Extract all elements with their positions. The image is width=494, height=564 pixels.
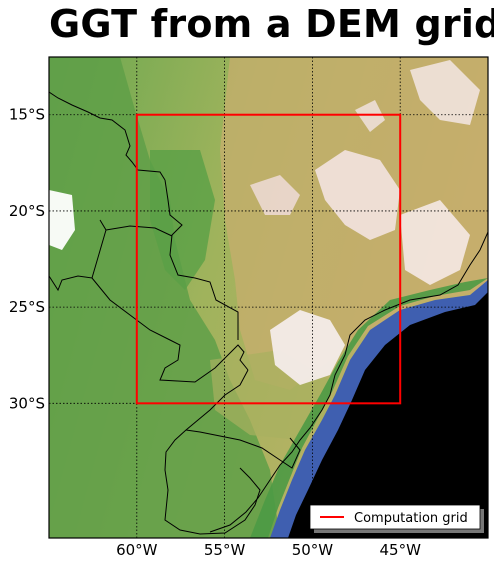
coastline <box>209 231 488 533</box>
x-tick-labels: 60°W 55°W 50°W 45°W <box>116 541 421 559</box>
highland-brazil-5 <box>410 60 480 125</box>
map-plot-area <box>49 57 488 538</box>
border-bolivia-paraguay <box>105 225 173 237</box>
legend: Computation grid <box>309 504 484 533</box>
y-tick-label: 20°S <box>9 202 45 220</box>
highland-brazil-6 <box>355 100 385 132</box>
lowland-west <box>49 57 280 538</box>
y-tick-label: 25°S <box>9 298 45 316</box>
border-argentina-brazil <box>164 369 261 535</box>
x-tick-label: 45°W <box>379 541 421 559</box>
ocean-deep <box>288 292 488 538</box>
border-bolivia-west <box>49 219 107 292</box>
coastal-lowland <box>250 278 488 538</box>
map-title: GGT from a DEM grid <box>49 2 494 46</box>
x-tick-label: 60°W <box>116 541 158 559</box>
computation-grid-box <box>135 113 402 405</box>
country-borders <box>49 91 488 535</box>
highland-brazil-3 <box>400 200 470 285</box>
x-tick-label: 50°W <box>292 541 334 559</box>
map-frame <box>48 56 489 539</box>
border-bolivia-brazil <box>164 179 239 340</box>
border-uruguay-brazil <box>185 429 301 469</box>
x-tick-label: 55°W <box>204 541 246 559</box>
highland-andes <box>49 190 75 250</box>
y-tick-labels: 15°S 20°S 25°S 30°S <box>9 106 45 413</box>
highland-brazil-4 <box>270 310 345 385</box>
legend-label: Computation grid <box>354 511 468 526</box>
y-tick-label: 15°S <box>9 106 45 124</box>
border-peru-bolivia <box>49 91 166 181</box>
y-tick-label: 30°S <box>9 394 45 412</box>
highland-brazil-2 <box>250 175 300 215</box>
highland-brazil-1 <box>315 150 400 240</box>
